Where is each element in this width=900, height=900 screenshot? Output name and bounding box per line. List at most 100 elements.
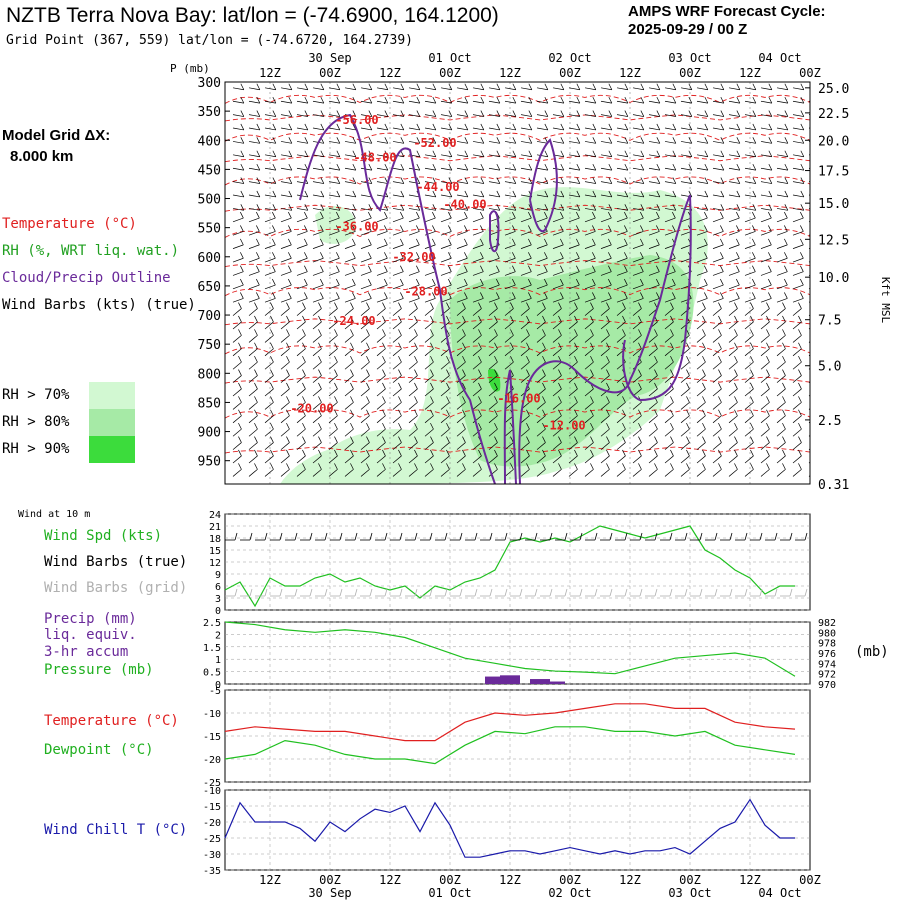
wind-barb-flag [446,315,450,323]
wind-barb [728,469,738,477]
wind-barb-flag [782,315,786,323]
wind-barb [632,348,642,357]
wind-barb-flag [526,302,530,309]
wind-barb [280,87,292,91]
wind-barb [232,217,244,223]
wind-barb-true-flag [654,532,658,541]
wind-barb [776,321,786,330]
wind-barb-flag [542,369,546,376]
wind-barb [520,167,532,171]
wind-barb-flag [608,110,613,117]
wind-barb-flag [240,190,245,198]
wind-barb-flag [494,315,498,323]
wind-barb [376,244,388,249]
wind-barb [248,231,260,236]
windchill-panel-y-tick-label: -35 [203,866,221,877]
wind-barb-flag [270,302,274,309]
pressure-panel-right-tick-label: 970 [818,680,836,691]
wind-barb-flag [480,123,485,131]
wind-barb-flag [574,422,578,430]
wind-barb-flag [240,177,245,184]
wind-barb-true-flag [414,532,418,541]
wind-barb [728,100,740,104]
wind-barb-flag [704,278,708,286]
wind-barb-flag [336,123,341,131]
wind-barb [728,335,738,343]
wind-barb [776,194,788,198]
wind-barb-flag [350,329,354,336]
wind-barb [264,87,276,91]
wind-barb [264,181,276,184]
cloud-outline-2 [518,194,692,484]
wind-barb [584,127,596,131]
wind-barb-flag [496,190,501,198]
wind-barb-flag [800,123,805,131]
wind-barb [424,141,436,144]
wind-barb [408,100,420,104]
wind-barb-flag [816,225,819,231]
wind-barb [440,100,452,104]
wind-barb [472,181,484,184]
wind-barb-flag [574,396,578,403]
wind-barb-flag [606,369,610,376]
wind-barb [376,154,388,158]
wind-barb-flag [398,396,402,403]
wind-barb-flag [672,123,677,131]
wind-barb-flag [350,422,354,430]
wind-barb [696,154,708,158]
wind-barb-flag [464,278,468,286]
wind-barb-flag [800,110,805,117]
wind-barb [744,308,754,316]
wind-barb [264,455,274,464]
wind-barb [616,375,626,383]
wind-barb-flag [448,190,453,198]
wind-barb [296,348,306,357]
wind-barb-flag [590,422,594,430]
wind-barb-flag [240,163,245,171]
wind-barb [728,208,740,211]
wind-barb [744,271,756,276]
wind-barb [360,100,372,104]
wind-barb [328,469,338,477]
wind-barb-flag [462,409,466,416]
wind-barb-flag [542,315,546,323]
wind-barb [424,442,434,450]
wind-barb [328,127,340,131]
wind-barb-flag [288,265,292,272]
wind-barb [632,271,644,276]
wind-barb-flag [336,177,341,184]
wind-barb-flag [656,190,661,198]
wind-barb [296,87,308,91]
wind-barb-flag [640,137,645,144]
wind-barb [552,335,562,343]
wind-barb-flag [272,292,276,299]
wind-barb-flag [448,278,452,286]
wind-barb-flag [654,436,658,443]
wind-barb [360,271,372,276]
wind-barb [808,261,810,263]
rh90-swatch [89,436,135,463]
wind-barb [648,100,660,104]
wind-barb-true-flag [744,532,748,541]
wind-barb-flag [800,204,805,211]
wind-barb [360,298,372,303]
wind-barb-flag [304,265,308,272]
wind-barb [776,181,788,184]
wind-barb [472,308,482,316]
wind-barb-flag [398,329,402,336]
wind-barb [312,442,322,450]
wind-barb-flag [398,422,402,430]
wind-barb [296,231,308,236]
wind-barb [296,284,308,290]
wind-barb [264,100,276,104]
wind-barb-flag [526,396,530,403]
wind-barb [536,154,548,158]
wind-barb-grid-flag [444,588,448,597]
wind-barb-flag [496,252,500,259]
wind-barb [392,154,404,158]
wind-barb-flag [336,150,341,157]
wind-barb [232,208,244,211]
wind-barb-flag [688,110,693,117]
wind-barb-flag [336,252,340,259]
wind-barb [552,415,562,424]
